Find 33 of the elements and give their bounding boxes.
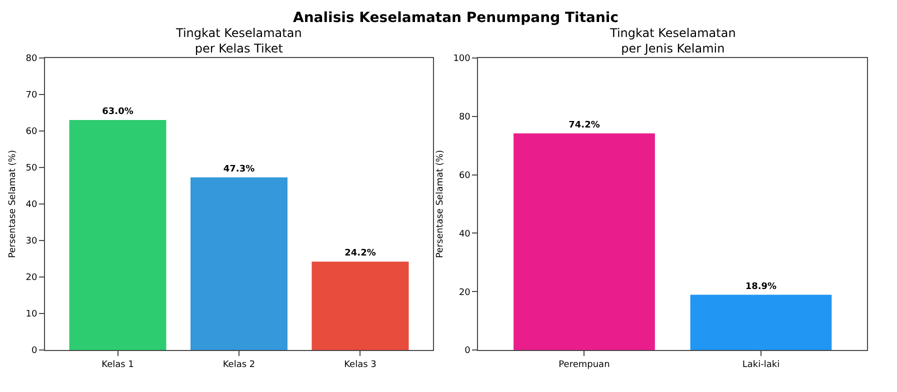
x-tick-label: Laki-laki: [742, 360, 780, 370]
y-tick-label: 20: [458, 288, 471, 298]
chart-title: Tingkat Keselamatan per Jenis Kelamin: [609, 26, 736, 56]
y-axis-title: Persentase Selamat (%): [8, 150, 18, 258]
data-label: 74.2%: [568, 120, 600, 130]
y-tick-label: 10: [26, 310, 38, 320]
y-tick-label: 30: [26, 236, 38, 247]
x-tick-label: Kelas 1: [102, 360, 134, 370]
bar: [312, 262, 409, 350]
data-label: 18.9%: [745, 282, 777, 292]
y-tick-label: 20: [26, 273, 38, 284]
data-label: 47.3%: [223, 164, 255, 174]
y-tick-label: 40: [26, 200, 38, 210]
y-tick-label: 60: [458, 170, 471, 181]
x-tick-label: Kelas 3: [344, 360, 376, 370]
chart-title: Tingkat Keselamatan per Kelas Tiket: [175, 26, 302, 56]
y-tick-label: 40: [458, 229, 471, 240]
data-label: 24.2%: [344, 248, 376, 259]
x-tick-label: Kelas 2: [222, 360, 256, 370]
bar: [190, 177, 288, 350]
y-tick-label: 100: [453, 54, 471, 64]
y-tick-label: 80: [458, 112, 471, 123]
bar: [69, 120, 166, 350]
y-tick-label: 50: [26, 164, 38, 174]
y-tick-label: 0: [464, 346, 471, 356]
y-tick-label: 70: [26, 90, 38, 101]
y-tick-label: 80: [26, 54, 38, 64]
y-tick-label: 0: [31, 346, 38, 356]
y-axis-title: Persentase Selamat (%): [436, 150, 446, 258]
y-tick-label: 60: [26, 127, 38, 138]
text: Analisis Keselamatan Penumpang Titanic: [293, 10, 619, 26]
x-tick-label: Perempuan: [558, 360, 610, 370]
data-label: 63.0%: [102, 107, 134, 118]
